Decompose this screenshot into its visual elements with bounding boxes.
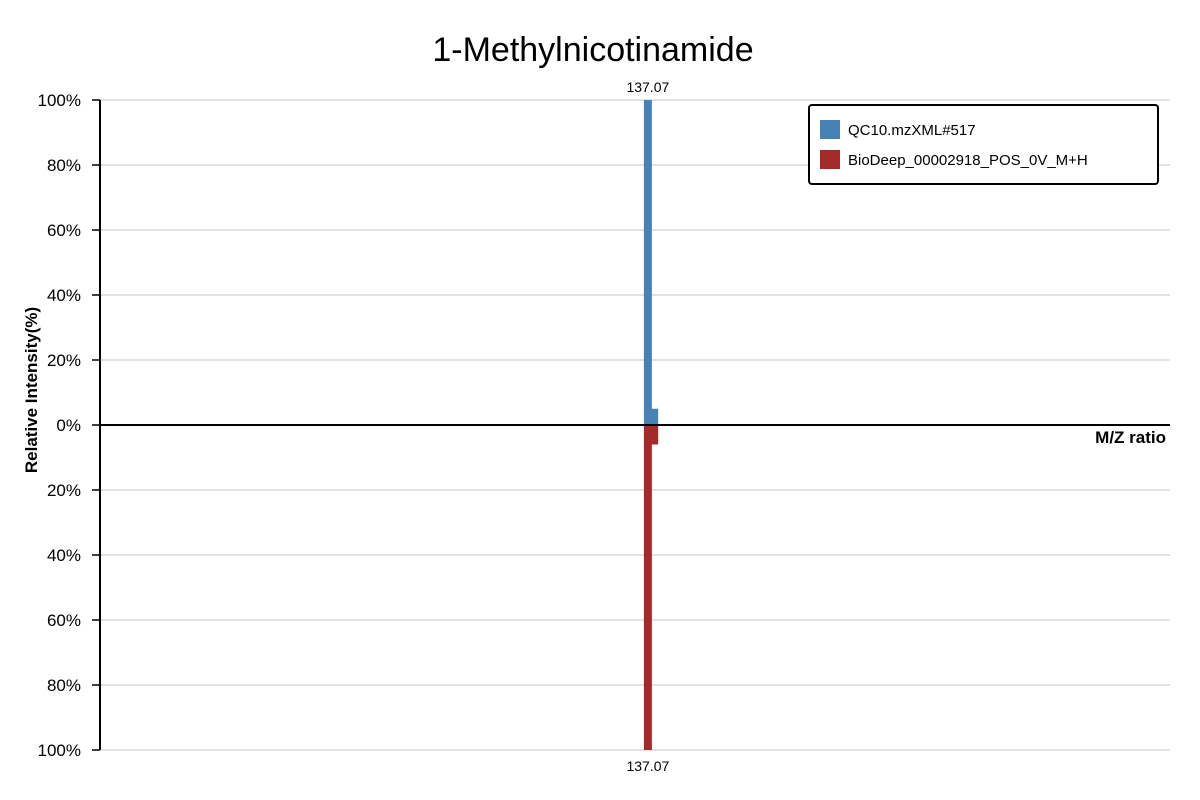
y-tick-label-bottom: 80% bbox=[47, 676, 81, 695]
x-axis-label: M/Z ratio bbox=[1095, 428, 1166, 447]
legend-label-biodeep: BioDeep_00002918_POS_0V_M+H bbox=[848, 152, 1088, 169]
y-tick-label-bottom: 100% bbox=[38, 741, 81, 760]
y-tick-label-bottom: 40% bbox=[47, 546, 81, 565]
legend: QC10.mzXML#517 BioDeep_00002918_POS_0V_M… bbox=[808, 104, 1159, 185]
legend-swatch-biodeep bbox=[820, 150, 840, 169]
y-axis-label: Relative Intensity(%) bbox=[22, 307, 41, 473]
reference-peak-bar bbox=[650, 425, 659, 445]
reference-peak-bar bbox=[643, 425, 652, 750]
spectrum-peaks bbox=[643, 100, 659, 750]
chart-title: 1-Methylnicotinamide bbox=[432, 31, 753, 69]
y-tick-label-top: 0% bbox=[56, 416, 81, 435]
reference-peak-label: 137.07 bbox=[626, 758, 669, 774]
legend-swatch-qc10 bbox=[820, 120, 840, 139]
y-tick-label-top: 80% bbox=[47, 156, 81, 175]
query-peak-bar bbox=[643, 100, 652, 425]
y-tick-label-top: 60% bbox=[47, 221, 81, 240]
query-peak-bar bbox=[650, 408, 659, 425]
y-axis-ticks: 100% 80% 60% 40% 20% 0% 20% 40% 60% 80% 100% bbox=[38, 91, 100, 760]
y-tick-label-top: 20% bbox=[47, 351, 81, 370]
y-tick-label-top: 40% bbox=[47, 286, 81, 305]
y-tick-label-bottom: 60% bbox=[47, 611, 81, 630]
y-tick-label-bottom: 20% bbox=[47, 481, 81, 500]
y-tick-label-top: 100% bbox=[38, 91, 81, 110]
legend-label-qc10: QC10.mzXML#517 bbox=[848, 122, 976, 139]
query-peak-label: 137.07 bbox=[626, 79, 669, 95]
peak-labels: 137.07 137.07 bbox=[626, 79, 669, 774]
legend-box bbox=[808, 104, 1159, 185]
